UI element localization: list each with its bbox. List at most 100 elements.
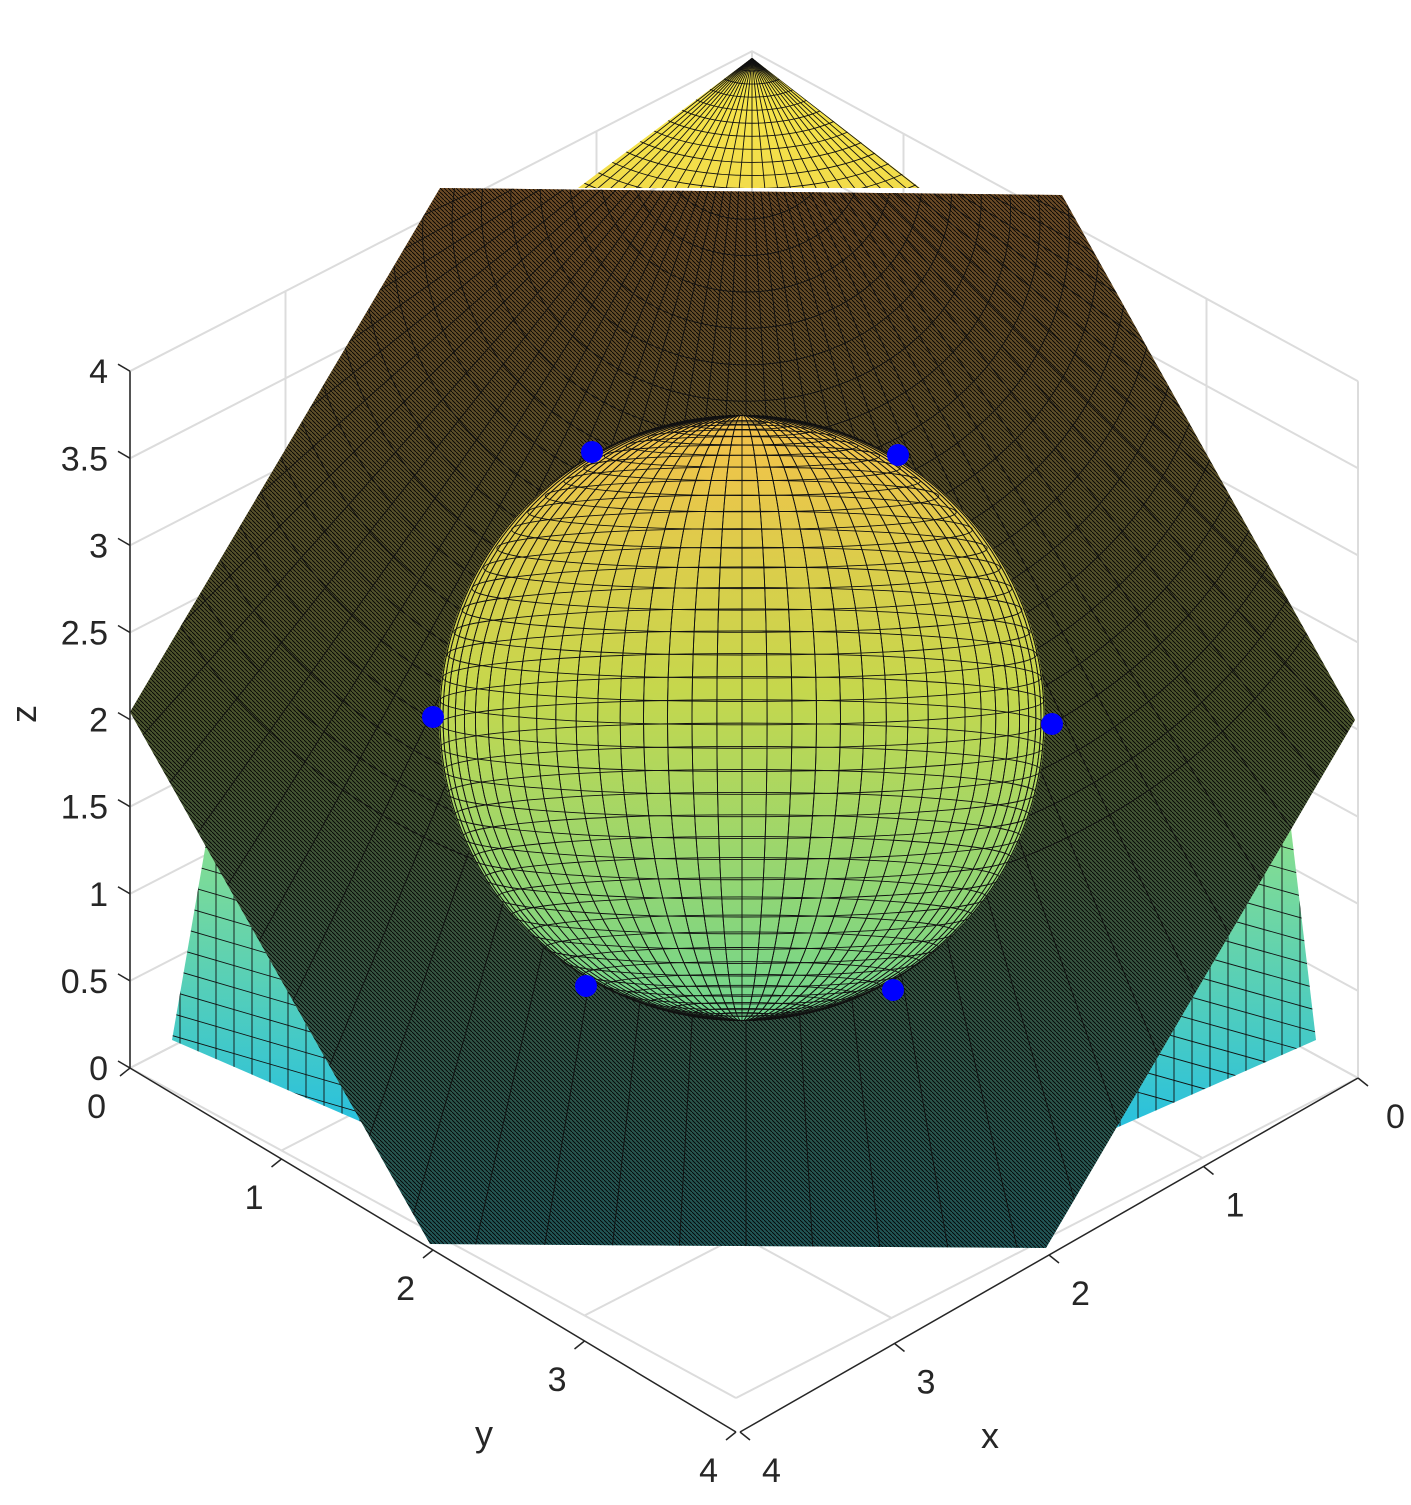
plane-radial — [130, 188, 747, 1105]
sphere-longitude — [447, 415, 1037, 1021]
z-tick-label: 1.5 — [61, 789, 108, 827]
sphere-longitude — [555, 415, 929, 1021]
x-tick — [894, 1342, 905, 1353]
y-tick-label: 4 — [699, 1452, 718, 1490]
x-tick — [1203, 1165, 1214, 1176]
cone-radial-line — [751, 58, 907, 188]
cone-radial-line — [751, 58, 781, 188]
cone-radial-line — [723, 58, 753, 188]
cone-radial-line — [751, 58, 809, 188]
cone-radial-line — [695, 58, 753, 188]
cone-radial-line — [597, 58, 753, 188]
y-tick — [725, 1431, 737, 1441]
z-tick-label: 4 — [89, 353, 108, 391]
plane-radial — [130, 188, 747, 1051]
plane-radial — [745, 188, 1355, 1155]
cone-radial-line — [751, 58, 767, 188]
y-tick-label: 2 — [396, 1270, 415, 1308]
x-tick-label: 4 — [762, 1452, 781, 1490]
plane-radial — [746, 60, 1411, 138]
cone-radial-line — [583, 58, 753, 188]
y-tick-label: 1 — [245, 1179, 264, 1217]
sphere-longitude — [575, 415, 909, 1021]
plane-radial — [745, 188, 1355, 1203]
marker-point — [1041, 713, 1063, 735]
sphere-longitude — [463, 415, 1021, 1021]
z-tick-label: 0 — [89, 1050, 108, 1088]
axes: 0 0.5 1 1.5 2 2.5 3 3.5 4 0 1 2 3 4 0 1 2 3 4 z y x — [3, 353, 1405, 1490]
plane-radial — [130, 188, 747, 1155]
plane-radial — [130, 188, 747, 1203]
z-tick — [117, 973, 131, 982]
z-tick-label: 2.5 — [61, 615, 108, 653]
sphere-longitude — [597, 415, 887, 1021]
y-tick — [119, 1067, 131, 1077]
cone-radial-line — [751, 58, 837, 188]
z-tick — [117, 363, 131, 372]
x-tick-label: 0 — [1386, 1098, 1405, 1136]
sphere-longitude — [518, 415, 966, 1021]
wall-grid-z — [129, 50, 1359, 383]
z-axis-label: z — [3, 705, 44, 723]
sphere-surface — [439, 415, 1045, 1021]
z-tick-label: 2 — [89, 702, 108, 740]
marker-point — [887, 444, 909, 466]
cone-radial-line — [751, 58, 851, 188]
y-tick — [271, 1158, 282, 1168]
z-tick-label: 3 — [89, 527, 108, 565]
sphere-longitude — [487, 415, 997, 1021]
sphere-longitude — [619, 415, 865, 1021]
x-tick-label: 3 — [917, 1364, 936, 1402]
plane-radial — [130, 188, 747, 1246]
cone-radial-line — [611, 58, 753, 188]
z-tick-label: 3.5 — [61, 440, 108, 478]
z-tick-label: 0.5 — [61, 963, 108, 1001]
y-tick-label: 0 — [87, 1088, 106, 1126]
marker-point — [581, 441, 603, 463]
cone-radial-line — [751, 58, 920, 188]
plane-radial — [745, 188, 1355, 1105]
sphere-longitude — [716, 415, 768, 1021]
z-tick — [117, 624, 131, 634]
plane-radial — [0, 60, 746, 138]
sphere-longitude — [474, 415, 1010, 1021]
marker-point — [422, 706, 444, 728]
x-tick-label: 2 — [1071, 1275, 1090, 1313]
plane-radial — [745, 188, 1355, 1051]
y-axis-label: y — [475, 1413, 493, 1454]
z-tick — [117, 1060, 131, 1069]
sphere-longitude — [667, 415, 817, 1021]
x-axis-label: x — [981, 1415, 999, 1456]
cone-radial-line — [709, 58, 753, 188]
x-tick-label: 1 — [1226, 1187, 1245, 1225]
z-tick — [117, 886, 131, 895]
marker-points — [422, 441, 1063, 1001]
sphere-longitude — [502, 415, 982, 1021]
cone-radial-line — [667, 58, 753, 188]
z-tick — [117, 799, 131, 808]
cone-radial-line — [653, 58, 753, 188]
cone-radial-line — [751, 58, 893, 188]
y-tick — [422, 1249, 434, 1259]
cone-radial-line — [737, 58, 753, 188]
sphere-longitude — [536, 415, 948, 1021]
y-tick-label: 3 — [548, 1361, 567, 1399]
plane-radial — [745, 188, 1355, 1246]
z-tick — [117, 450, 131, 459]
cone-radial-line — [751, 58, 795, 188]
marker-point — [882, 979, 904, 1001]
z-tick-label: 1 — [89, 876, 108, 914]
cone-radial-line — [751, 58, 920, 188]
x-tick — [1357, 1077, 1369, 1087]
sphere-longitude — [691, 415, 793, 1021]
z-tick — [117, 711, 131, 721]
cone-radial-line — [751, 58, 823, 188]
marker-point — [575, 975, 597, 997]
y-tick — [574, 1340, 585, 1350]
cone-radial-line — [681, 58, 753, 188]
sphere-longitude — [454, 415, 1030, 1021]
x-tick — [739, 1431, 751, 1441]
sphere-longitude — [643, 415, 841, 1021]
cone-radial-line — [578, 58, 753, 188]
